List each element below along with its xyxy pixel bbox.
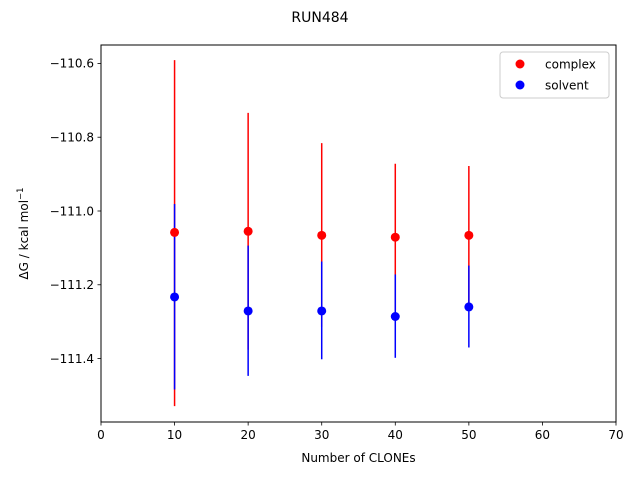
x-tick-label: 60 [535,428,550,442]
legend-marker-complex [515,59,525,69]
complex-point [170,227,180,237]
legend-marker-solvent [515,80,525,90]
complex-point [464,230,474,240]
data-points [170,226,474,321]
solvent-point [464,302,474,312]
y-axis-label-superscript: −1 [16,187,26,200]
solvent-point [170,292,180,302]
legend-label-solvent: solvent [545,79,589,93]
complex-point [317,230,327,240]
x-tick-label: 10 [167,428,182,442]
legend-box [499,51,610,99]
x-tick-label: 40 [388,428,403,442]
legend: complex solvent [499,51,610,99]
legend-label-complex: complex [545,58,596,72]
y-axis-label: ΔG / kcal mol−1 [16,187,31,279]
y-tick-label: −110.8 [50,131,94,145]
solvent-point [243,306,253,316]
x-tick-label: 0 [97,428,105,442]
y-tick-label: −111.2 [50,278,94,292]
y-tick-label: −111.4 [50,352,94,366]
x-tick-label: 20 [241,428,256,442]
chart-title: RUN484 [291,10,348,26]
y-tick-label: −110.6 [50,57,94,71]
y-axis-ticks: −111.4 −111.2 −111.0 −110.8 −110.6 [50,57,101,366]
y-axis-label-main: ΔG / kcal mol [17,200,31,280]
x-axis-ticks: 0 10 20 30 40 50 60 70 [97,422,624,442]
x-tick-label: 50 [461,428,476,442]
y-tick-label: −111.0 [50,204,94,218]
x-axis-label: Number of CLONEs [301,451,415,465]
x-tick-label: 30 [314,428,329,442]
complex-point [390,232,400,242]
solvent-point [317,306,327,316]
complex-point [243,226,253,236]
plot-frame [100,44,617,423]
solvent-point [390,311,400,321]
x-tick-label: 70 [608,428,623,442]
